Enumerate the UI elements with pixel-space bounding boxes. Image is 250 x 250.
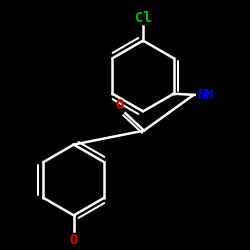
Text: Cl: Cl (135, 10, 152, 24)
Text: NH: NH (197, 88, 214, 102)
Text: O: O (70, 233, 78, 247)
Text: O: O (115, 98, 124, 112)
